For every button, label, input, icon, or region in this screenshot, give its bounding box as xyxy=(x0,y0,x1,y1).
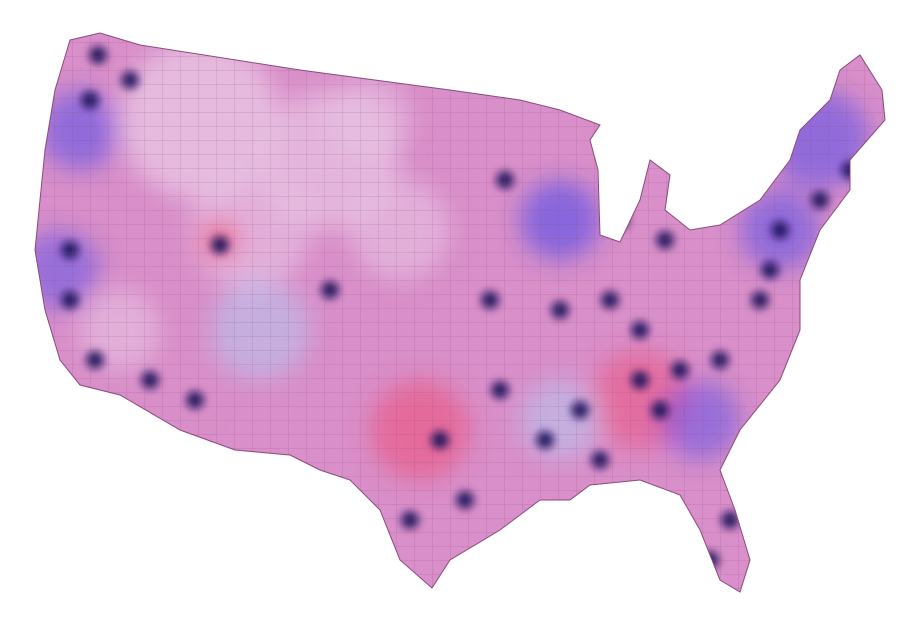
metro-area xyxy=(611,211,629,229)
